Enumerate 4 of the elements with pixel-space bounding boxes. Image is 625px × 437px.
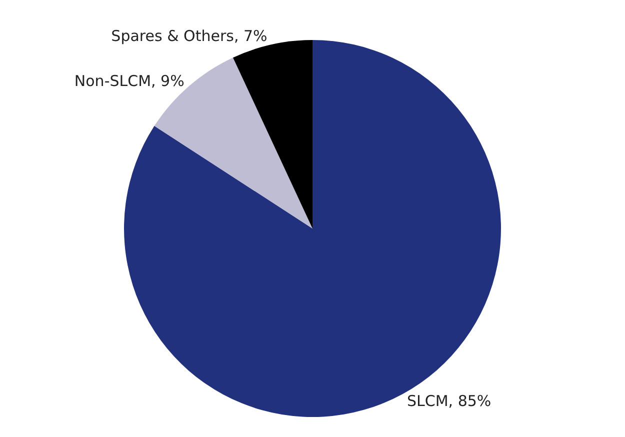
- slice-label: SLCM, 85%: [406, 392, 492, 410]
- pie-slice: [154, 58, 312, 228]
- slice-label: Non-SLCM, 9%: [74, 72, 184, 90]
- slice-label: Spares & Others, 7%: [111, 26, 268, 45]
